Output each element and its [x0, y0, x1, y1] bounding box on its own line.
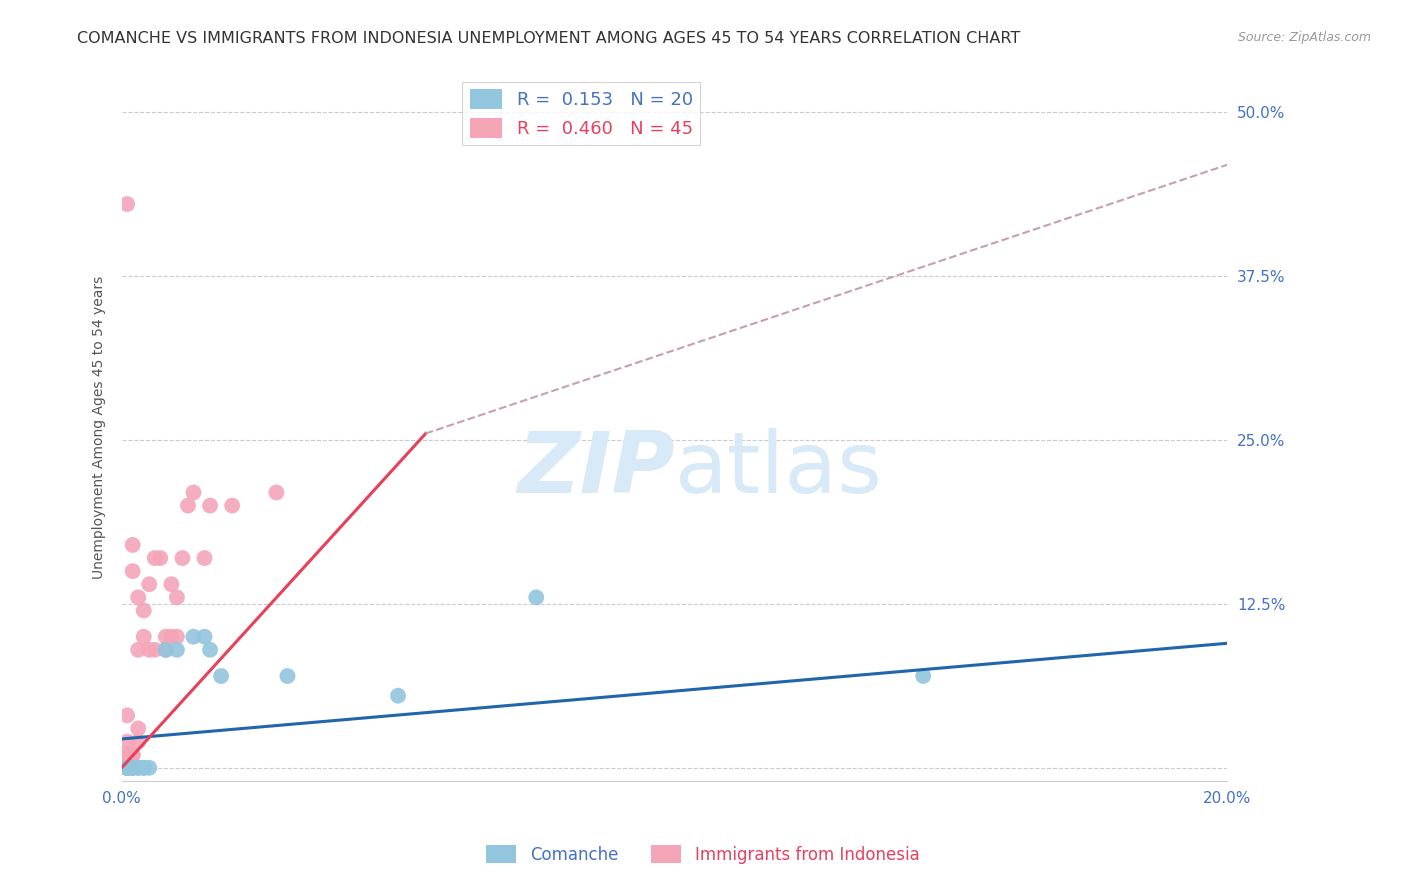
Point: [127, 734, 149, 748]
Point: [160, 577, 183, 591]
Point: [183, 485, 205, 500]
Point: [115, 734, 138, 748]
Point: [155, 630, 177, 644]
Point: [121, 761, 143, 775]
Point: [121, 538, 143, 552]
Point: [121, 564, 143, 578]
Point: [115, 708, 138, 723]
Point: [115, 761, 138, 775]
Point: [209, 669, 232, 683]
Point: [127, 591, 149, 605]
Point: [127, 722, 149, 736]
Point: [387, 689, 409, 703]
Point: [115, 761, 138, 775]
Point: [115, 761, 138, 775]
Point: [193, 630, 215, 644]
Point: [127, 761, 149, 775]
Point: [138, 761, 160, 775]
Point: [121, 761, 143, 775]
Point: [912, 669, 935, 683]
Point: [115, 761, 138, 775]
Legend: Comanche, Immigrants from Indonesia: Comanche, Immigrants from Indonesia: [479, 838, 927, 871]
Point: [132, 630, 155, 644]
Point: [121, 747, 143, 762]
Point: [132, 761, 155, 775]
Point: [115, 747, 138, 762]
Point: [149, 551, 172, 566]
Point: [115, 761, 138, 775]
Point: [524, 591, 547, 605]
Text: ZIP: ZIP: [517, 428, 675, 511]
Point: [121, 761, 143, 775]
Point: [183, 630, 205, 644]
Point: [155, 642, 177, 657]
Legend: R =  0.153   N = 20, R =  0.460   N = 45: R = 0.153 N = 20, R = 0.460 N = 45: [463, 82, 700, 145]
Point: [276, 669, 298, 683]
Point: [193, 551, 215, 566]
Point: [132, 603, 155, 617]
Y-axis label: Unemployment Among Ages 45 to 54 years: Unemployment Among Ages 45 to 54 years: [93, 276, 107, 579]
Point: [115, 761, 138, 775]
Point: [160, 630, 183, 644]
Point: [266, 485, 288, 500]
Point: [115, 747, 138, 762]
Point: [198, 642, 221, 657]
Point: [115, 761, 138, 775]
Point: [177, 499, 200, 513]
Point: [115, 761, 138, 775]
Point: [127, 642, 149, 657]
Point: [115, 761, 138, 775]
Point: [166, 591, 188, 605]
Point: [127, 761, 149, 775]
Point: [115, 761, 138, 775]
Point: [138, 642, 160, 657]
Point: [198, 499, 221, 513]
Point: [143, 642, 166, 657]
Point: [132, 761, 155, 775]
Point: [166, 630, 188, 644]
Point: [115, 761, 138, 775]
Point: [155, 642, 177, 657]
Point: [121, 761, 143, 775]
Text: atlas: atlas: [675, 428, 883, 511]
Point: [121, 747, 143, 762]
Point: [166, 642, 188, 657]
Text: Source: ZipAtlas.com: Source: ZipAtlas.com: [1237, 31, 1371, 45]
Point: [138, 577, 160, 591]
Point: [143, 551, 166, 566]
Point: [172, 551, 194, 566]
Point: [115, 197, 138, 211]
Point: [115, 761, 138, 775]
Text: COMANCHE VS IMMIGRANTS FROM INDONESIA UNEMPLOYMENT AMONG AGES 45 TO 54 YEARS COR: COMANCHE VS IMMIGRANTS FROM INDONESIA UN…: [77, 31, 1021, 46]
Point: [221, 499, 243, 513]
Point: [115, 761, 138, 775]
